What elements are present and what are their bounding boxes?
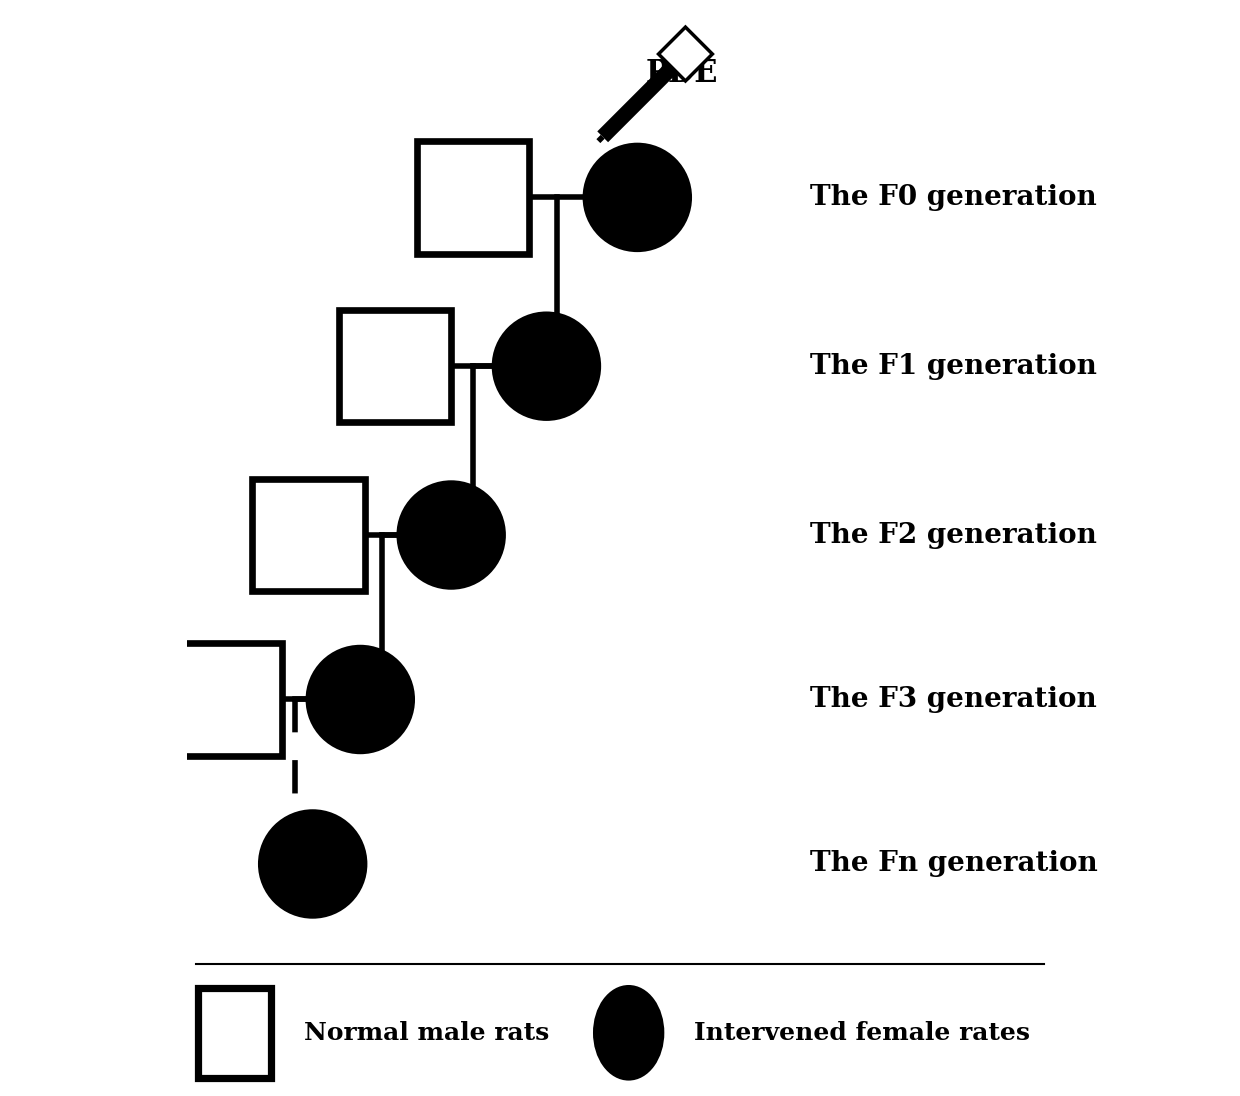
Bar: [252, 479, 365, 591]
Text: The Fn generation: The Fn generation: [811, 850, 1099, 878]
Ellipse shape: [585, 146, 689, 249]
Ellipse shape: [595, 987, 662, 1077]
Bar: [198, 987, 272, 1077]
Text: The F3 generation: The F3 generation: [811, 686, 1097, 713]
Text: The F1 generation: The F1 generation: [811, 353, 1097, 379]
Text: PDE: PDE: [646, 58, 718, 89]
Bar: [658, 27, 713, 81]
Bar: [339, 310, 451, 422]
Text: Intervened female rates: Intervened female rates: [693, 1020, 1029, 1044]
Ellipse shape: [495, 315, 599, 419]
Text: The F0 generation: The F0 generation: [811, 184, 1097, 210]
Ellipse shape: [399, 483, 503, 587]
Bar: [417, 141, 529, 253]
Ellipse shape: [309, 648, 412, 752]
Text: Normal male rats: Normal male rats: [304, 1020, 549, 1044]
Text: The F2 generation: The F2 generation: [811, 522, 1097, 548]
Bar: [170, 643, 283, 756]
Ellipse shape: [260, 812, 365, 916]
